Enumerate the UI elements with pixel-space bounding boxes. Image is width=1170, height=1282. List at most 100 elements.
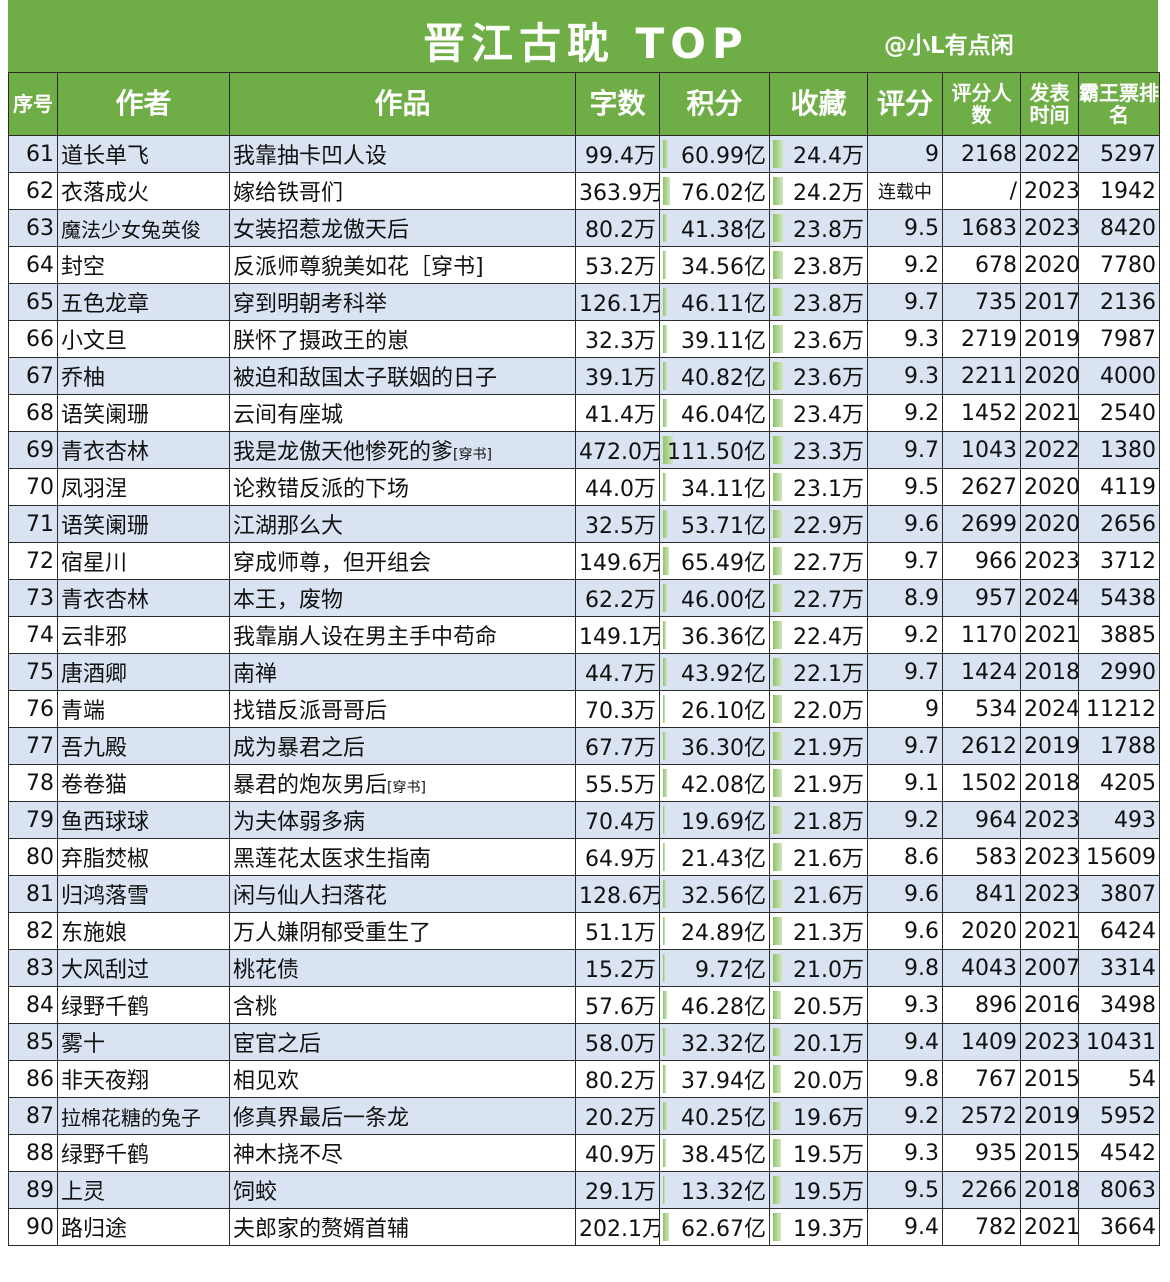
favorites-databar xyxy=(773,1213,781,1241)
work-cell: 论救错反派的下场 xyxy=(229,468,576,506)
favorites-value: 21.9万 xyxy=(793,773,864,798)
author-cell: 绿野千鹤 xyxy=(57,986,230,1024)
raters-cell: 2627 xyxy=(942,468,1021,506)
year-cell: 2018 xyxy=(1020,653,1079,691)
rank-cell: 68 xyxy=(8,394,58,432)
favorites-cell: 20.1万 xyxy=(769,1023,868,1061)
points-value: 13.32亿 xyxy=(681,1180,766,1205)
bawang-rank-cell: 3664 xyxy=(1078,1208,1160,1246)
table-row: 67 乔柚 被迫和敌国太子联姻的日子 39.1万 40.82亿 23.6万 9.3 2211 2… xyxy=(8,357,1160,395)
work-cell: 为夫体弱多病 xyxy=(229,801,576,839)
favorites-cell: 23.8万 xyxy=(769,209,868,247)
rank-cell: 70 xyxy=(8,468,58,506)
points-databar xyxy=(663,658,667,686)
work-title: 女装招惹龙傲天后 xyxy=(233,218,410,243)
score-cell: 9.5 xyxy=(867,468,943,506)
score-cell: 9.2 xyxy=(867,394,943,432)
year-cell: 2023 xyxy=(1020,172,1079,210)
favorites-databar xyxy=(773,436,783,464)
table-row: 73 青衣杏林 本王，废物 62.2万 46.00亿 22.7万 8.9 957 2024 543… xyxy=(8,579,1160,617)
year-cell: 2023 xyxy=(1020,801,1079,839)
points-databar xyxy=(663,436,673,464)
rank-cell: 71 xyxy=(8,505,58,543)
score-cell: 9.4 xyxy=(867,1208,943,1246)
year-cell: 2023 xyxy=(1020,838,1079,876)
points-databar xyxy=(663,991,667,1019)
points-value: 40.25亿 xyxy=(681,1106,766,1131)
bawang-rank-cell: 493 xyxy=(1078,801,1160,839)
work-cell: 万人嫌阴郁受重生了 xyxy=(229,912,576,950)
points-cell: 46.11亿 xyxy=(659,283,770,321)
favorites-value: 23.8万 xyxy=(793,292,864,317)
points-databar xyxy=(663,806,665,834)
points-databar xyxy=(663,880,666,908)
year-cell: 2023 xyxy=(1020,209,1079,247)
favorites-cell: 21.9万 xyxy=(769,727,868,765)
points-databar xyxy=(663,584,667,612)
bawang-rank-cell: 4000 xyxy=(1078,357,1160,395)
favorites-databar xyxy=(773,1065,781,1093)
favorites-value: 20.0万 xyxy=(793,1069,864,1094)
work-title: 本王，废物 xyxy=(233,588,344,613)
words-cell: 149.1万 xyxy=(575,616,660,654)
author-cell: 语笑阑珊 xyxy=(57,394,230,432)
bawang-rank-cell: 4119 xyxy=(1078,468,1160,506)
header-words: 字数 xyxy=(575,72,660,136)
raters-cell: 966 xyxy=(942,542,1021,580)
year-cell: 2020 xyxy=(1020,468,1079,506)
points-value: 111.50亿 xyxy=(667,440,766,465)
work-title: 神木挠不尽 xyxy=(233,1143,344,1168)
author-cell: 乔柚 xyxy=(57,357,230,395)
points-value: 40.82亿 xyxy=(681,366,766,391)
points-value: 21.43亿 xyxy=(681,847,766,872)
year-cell: 2021 xyxy=(1020,394,1079,432)
bawang-rank-cell: 8063 xyxy=(1078,1171,1160,1209)
bawang-rank-cell: 10431 xyxy=(1078,1023,1160,1061)
favorites-value: 23.3万 xyxy=(793,440,864,465)
work-cell: 本王，废物 xyxy=(229,579,576,617)
work-cell: 找错反派哥哥后 xyxy=(229,690,576,728)
author-cell: 路归途 xyxy=(57,1208,230,1246)
rank-cell: 86 xyxy=(8,1060,58,1098)
points-value: 53.71亿 xyxy=(681,514,766,539)
table-row: 86 非天夜翔 相见欢 80.2万 37.94亿 20.0万 9.8 767 2015 54 xyxy=(8,1060,1160,1098)
favorites-value: 23.6万 xyxy=(793,366,864,391)
points-value: 46.00亿 xyxy=(681,588,766,613)
score-cell: 9.2 xyxy=(867,246,943,284)
year-cell: 2016 xyxy=(1020,986,1079,1024)
favorites-databar xyxy=(773,473,782,501)
author-cell: 东施娘 xyxy=(57,912,230,950)
words-cell: 20.2万 xyxy=(575,1097,660,1135)
favorites-value: 19.5万 xyxy=(793,1143,864,1168)
favorites-cell: 19.3万 xyxy=(769,1208,868,1246)
points-value: 41.38亿 xyxy=(681,218,766,243)
favorites-cell: 23.6万 xyxy=(769,357,868,395)
raters-cell: 896 xyxy=(942,986,1021,1024)
points-cell: 40.25亿 xyxy=(659,1097,770,1135)
work-cell: 反派师尊貌美如花［穿书] xyxy=(229,246,576,284)
work-title: 桃花债 xyxy=(233,958,300,983)
bawang-rank-cell: 11212 xyxy=(1078,690,1160,728)
table-row: 72 宿星川 穿成师尊，但开组会 149.6万 65.49亿 22.7万 9.7 966 202… xyxy=(8,542,1160,580)
favorites-value: 19.6万 xyxy=(793,1106,864,1131)
work-title: 为夫体弱多病 xyxy=(233,810,366,835)
score-cell: 9.7 xyxy=(867,283,943,321)
year-cell: 2024 xyxy=(1020,690,1079,728)
raters-cell: 678 xyxy=(942,246,1021,284)
points-value: 39.11亿 xyxy=(681,329,766,354)
points-databar xyxy=(663,547,669,575)
raters-cell: 1043 xyxy=(942,431,1021,469)
points-cell: 9.72亿 xyxy=(659,949,770,987)
bawang-rank-cell: 5952 xyxy=(1078,1097,1160,1135)
header-points: 积分 xyxy=(659,72,770,136)
points-cell: 60.99亿 xyxy=(659,135,770,173)
points-value: 62.67亿 xyxy=(681,1217,766,1242)
author-cell: 归鸿落雪 xyxy=(57,875,230,913)
rank-cell: 89 xyxy=(8,1171,58,1209)
words-cell: 40.9万 xyxy=(575,1134,660,1172)
words-cell: 32.5万 xyxy=(575,505,660,543)
work-cell: 穿成师尊，但开组会 xyxy=(229,542,576,580)
favorites-databar xyxy=(773,177,783,205)
favorites-cell: 23.4万 xyxy=(769,394,868,432)
favorites-databar xyxy=(773,547,782,575)
